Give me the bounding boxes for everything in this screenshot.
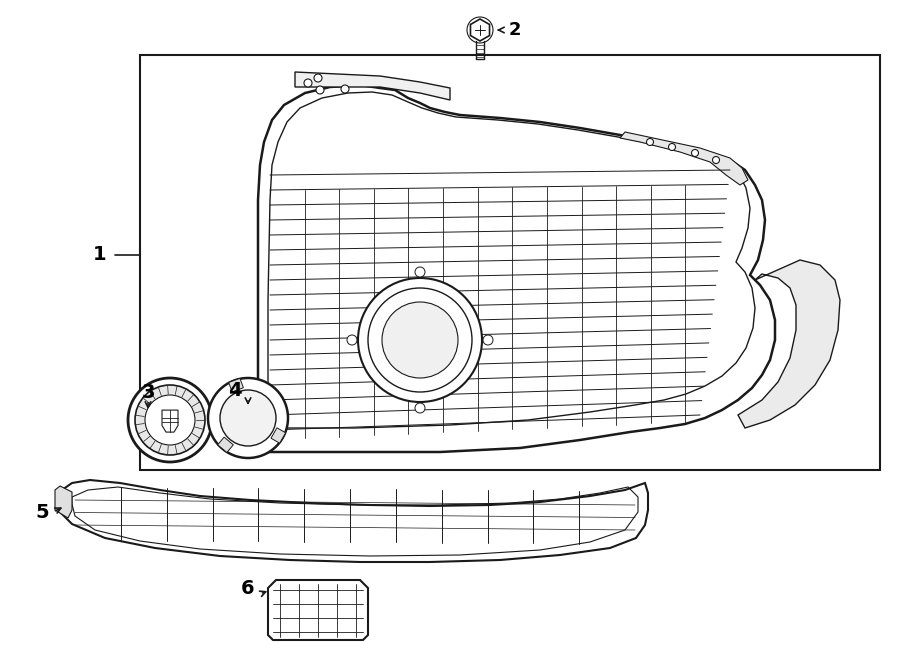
Circle shape: [304, 79, 312, 87]
Circle shape: [483, 335, 493, 345]
Polygon shape: [258, 85, 775, 452]
Polygon shape: [738, 260, 840, 428]
Text: 2: 2: [508, 21, 521, 39]
Circle shape: [314, 74, 322, 82]
Text: 6: 6: [241, 578, 255, 598]
Polygon shape: [268, 580, 368, 640]
Circle shape: [347, 335, 357, 345]
Circle shape: [691, 149, 698, 157]
Circle shape: [368, 288, 472, 392]
Polygon shape: [471, 19, 490, 41]
Circle shape: [646, 139, 653, 145]
Circle shape: [358, 278, 482, 402]
Circle shape: [669, 143, 676, 151]
Circle shape: [316, 86, 324, 94]
Text: 3: 3: [141, 383, 155, 403]
Circle shape: [713, 157, 719, 163]
Circle shape: [341, 85, 349, 93]
Circle shape: [135, 385, 205, 455]
Circle shape: [415, 267, 425, 277]
Polygon shape: [55, 486, 72, 518]
Polygon shape: [229, 378, 243, 392]
Polygon shape: [140, 55, 880, 470]
Circle shape: [382, 302, 458, 378]
Polygon shape: [620, 132, 748, 185]
Text: 4: 4: [229, 381, 242, 399]
Text: 5: 5: [35, 502, 49, 522]
Circle shape: [145, 395, 195, 445]
Polygon shape: [162, 410, 178, 432]
Polygon shape: [295, 72, 450, 100]
Polygon shape: [271, 428, 285, 443]
Polygon shape: [218, 437, 233, 453]
Circle shape: [128, 378, 212, 462]
Circle shape: [208, 378, 288, 458]
Circle shape: [220, 390, 276, 446]
Text: 1: 1: [94, 245, 107, 264]
Circle shape: [415, 403, 425, 413]
Polygon shape: [58, 480, 648, 562]
